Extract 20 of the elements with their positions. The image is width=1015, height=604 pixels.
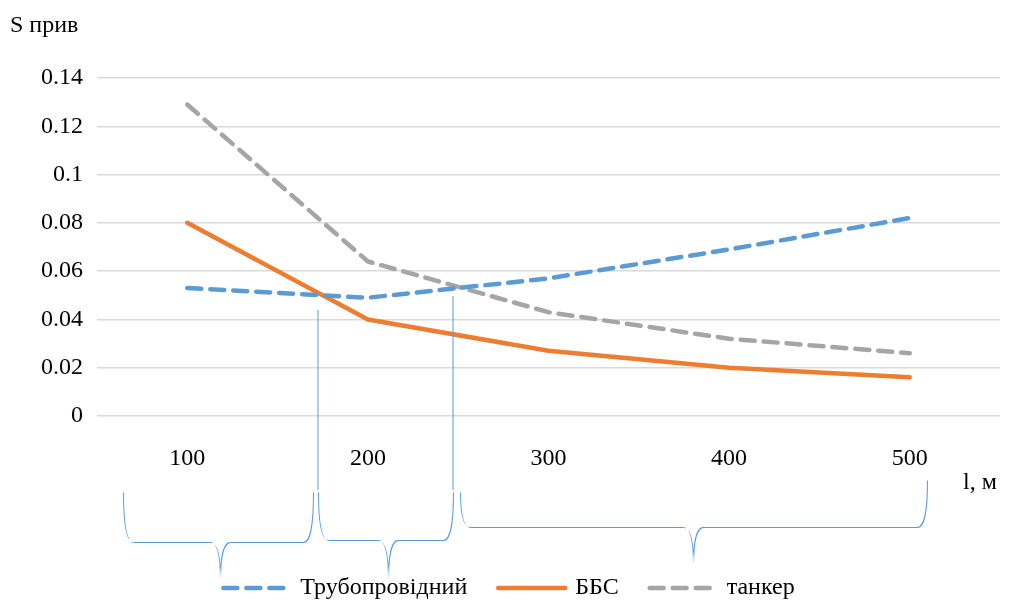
x-tick-label: 300 — [530, 443, 567, 470]
legend-label: Трубопровідний — [300, 573, 468, 600]
x-axis-title: l, м — [963, 468, 997, 495]
y-tick-label: 0.02 — [41, 353, 83, 380]
y-tick-label: 0.04 — [41, 304, 83, 331]
x-tick-label: 500 — [891, 443, 928, 470]
y-tick-label: 0 — [71, 401, 83, 428]
x-tick-label: 100 — [169, 443, 206, 470]
line-series — [185, 215, 912, 300]
x-tick-label: 400 — [711, 443, 748, 470]
legend-label: ББС — [575, 573, 619, 600]
y-tick-label: 0.14 — [41, 63, 83, 90]
y-tick-label: 0.08 — [41, 208, 83, 235]
y-tick-label: 0.06 — [41, 256, 83, 283]
legend-label: танкер — [726, 573, 795, 600]
line-series — [185, 102, 912, 356]
y-tick-label: 0.12 — [41, 111, 83, 138]
y-tick-label: 0.1 — [53, 159, 83, 186]
x-tick-label: 200 — [349, 443, 386, 470]
y-axis-title: S прив — [10, 11, 79, 38]
